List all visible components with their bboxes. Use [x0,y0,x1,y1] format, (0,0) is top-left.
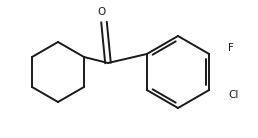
Text: O: O [97,7,105,17]
Text: F: F [228,43,234,53]
Text: Cl: Cl [228,90,238,100]
